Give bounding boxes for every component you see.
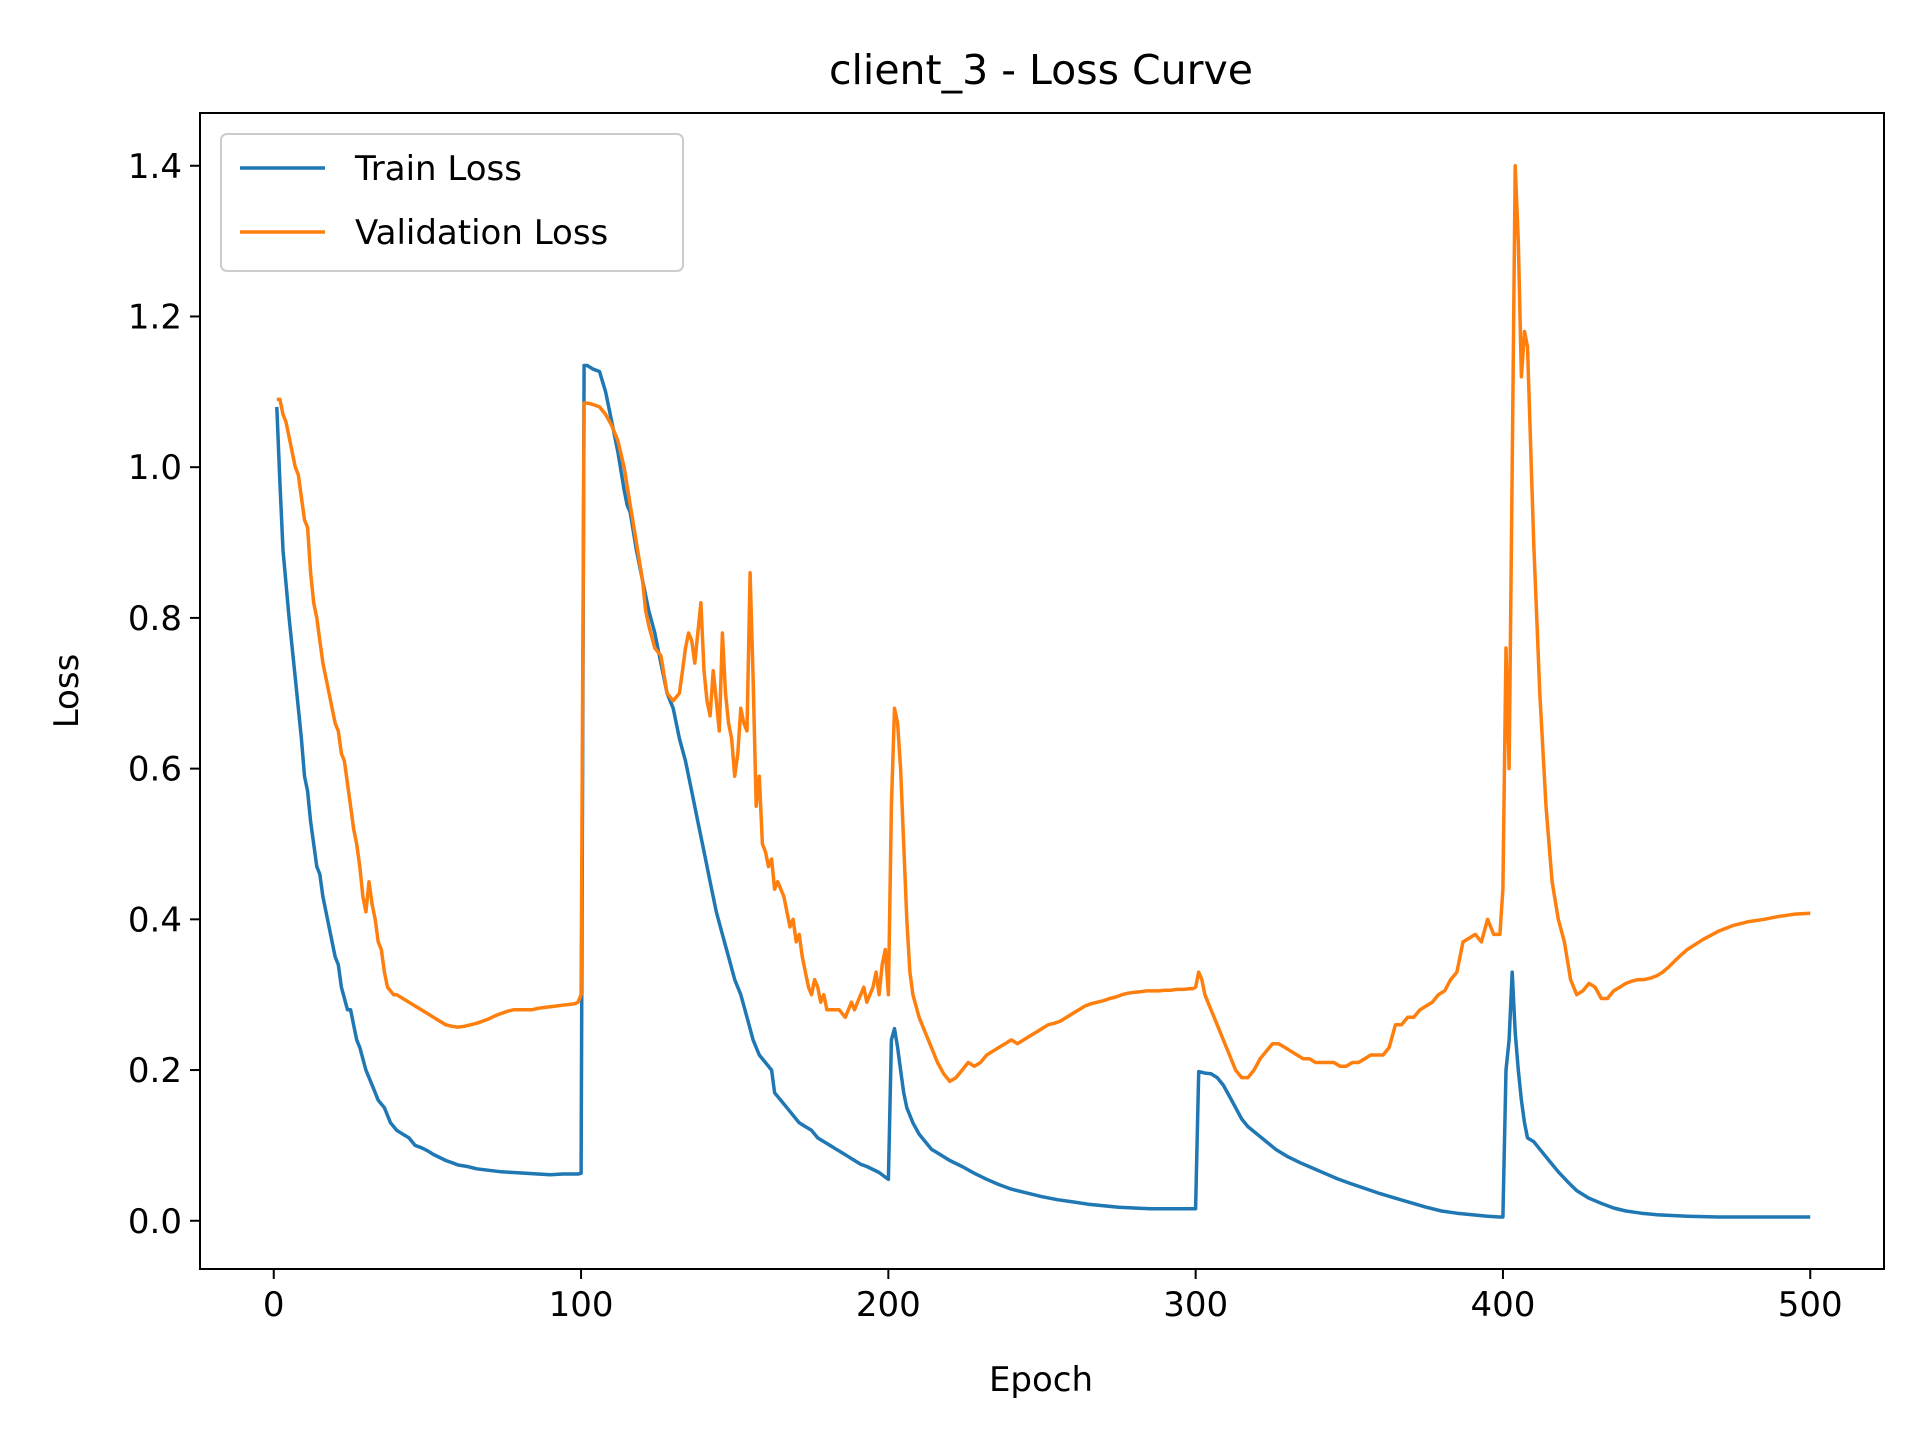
chart-title: client_3 - Loss Curve bbox=[829, 46, 1253, 94]
y-axis-label: Loss bbox=[47, 654, 87, 729]
y-tick-label: 0.2 bbox=[128, 1051, 182, 1091]
series-line-train-loss bbox=[275, 363, 1811, 1219]
y-tick-label: 0.8 bbox=[128, 599, 182, 639]
y-tick-label: 0.6 bbox=[128, 750, 182, 790]
x-tick-label: 300 bbox=[1163, 1285, 1228, 1325]
series-line-validation-loss bbox=[276, 164, 1811, 1084]
series-layer bbox=[275, 164, 1811, 1219]
legend-label-validation-loss: Validation Loss bbox=[355, 213, 608, 253]
axes-frame bbox=[199, 112, 1885, 1270]
x-tick-label: 200 bbox=[856, 1285, 921, 1325]
x-tick-label: 500 bbox=[1778, 1285, 1843, 1325]
y-tick-label: 0.4 bbox=[128, 900, 182, 940]
y-tick-label: 1.4 bbox=[128, 147, 182, 187]
x-tick-label: 0 bbox=[263, 1285, 285, 1325]
y-tick-label: 1.2 bbox=[128, 297, 182, 337]
plot-area bbox=[199, 112, 1885, 1270]
y-axis: 0.0 0.2 0.4 0.6 0.8 1.0 1.2 1.4 bbox=[128, 147, 200, 1242]
x-tick-label: 400 bbox=[1470, 1285, 1535, 1325]
x-tick-label: 100 bbox=[549, 1285, 614, 1325]
legend-frame bbox=[220, 133, 684, 272]
y-tick-label: 1.0 bbox=[128, 448, 182, 488]
legend-label-train-loss: Train Loss bbox=[354, 149, 522, 189]
x-axis-label: Epoch bbox=[989, 1360, 1093, 1400]
legend: Train Loss Validation Loss bbox=[220, 133, 684, 272]
x-axis: 0 100 200 300 400 500 bbox=[263, 1269, 1843, 1325]
y-tick-label: 0.0 bbox=[128, 1202, 182, 1242]
